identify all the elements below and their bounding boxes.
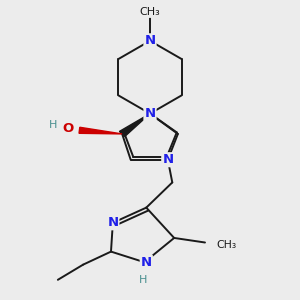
Text: CH₃: CH₃: [217, 240, 237, 250]
Text: O: O: [62, 122, 73, 135]
Polygon shape: [119, 114, 150, 136]
Text: H: H: [139, 275, 148, 285]
Text: N: N: [144, 34, 156, 47]
Text: N: N: [141, 256, 152, 269]
Text: N: N: [107, 216, 118, 229]
Text: H: H: [49, 120, 58, 130]
Text: N: N: [162, 153, 173, 166]
Text: CH₃: CH₃: [140, 7, 160, 17]
Text: N: N: [144, 107, 156, 120]
Polygon shape: [79, 127, 122, 134]
